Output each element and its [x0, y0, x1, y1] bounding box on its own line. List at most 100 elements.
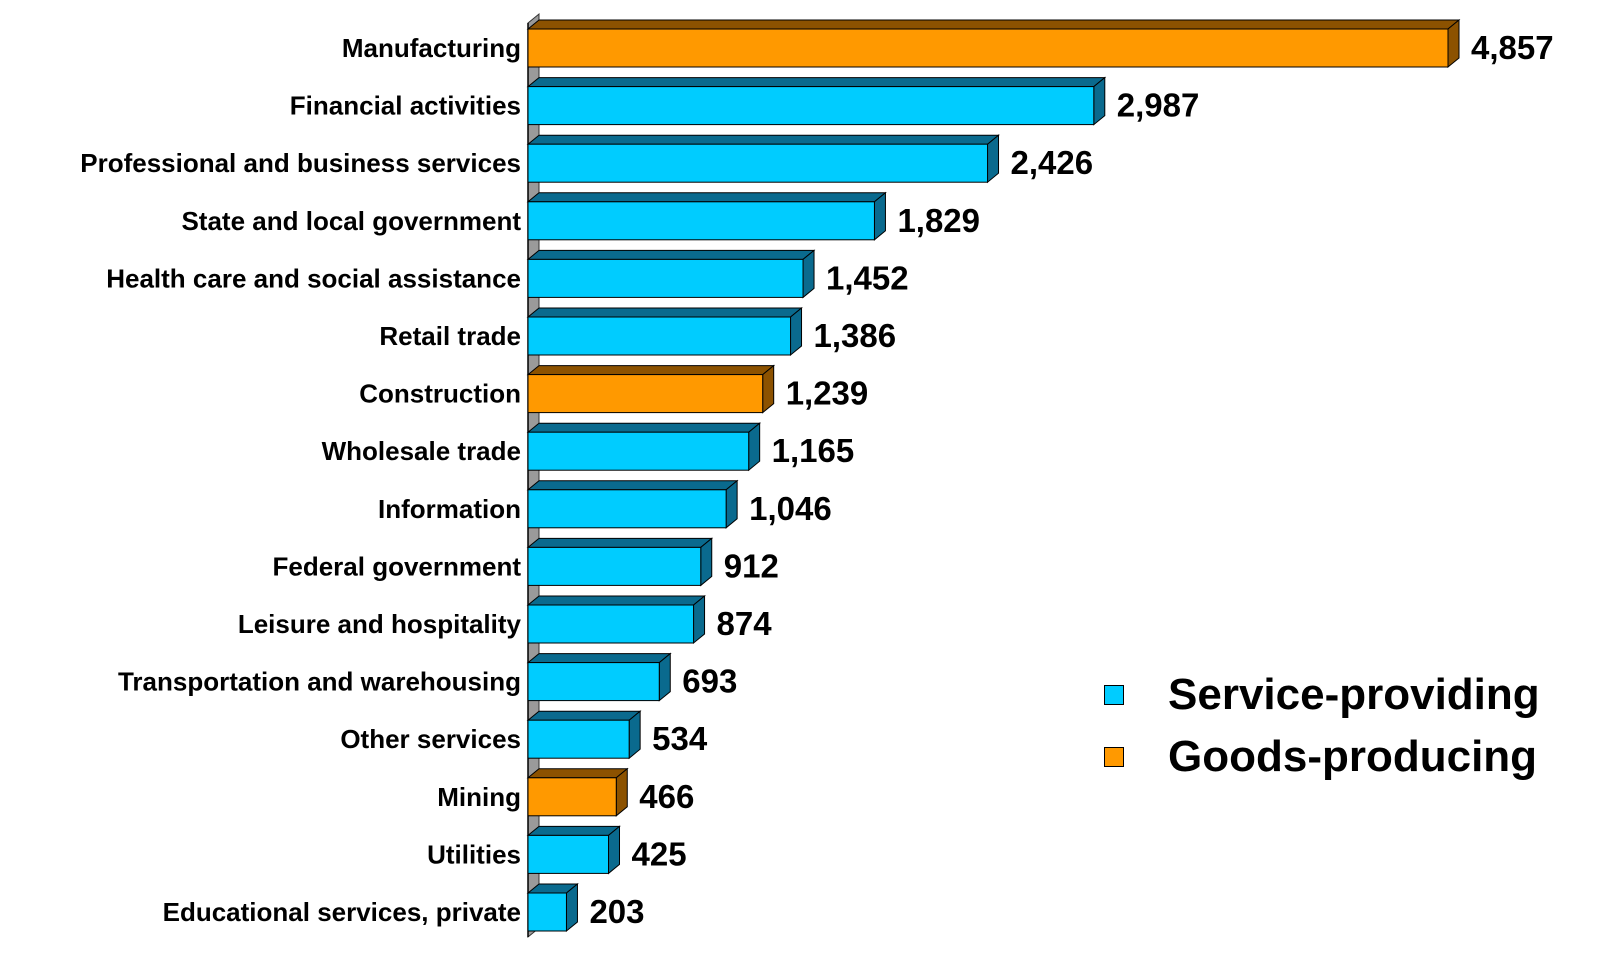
value-label: 1,829 [897, 202, 980, 239]
legend: Service-providing Goods-producing [1104, 664, 1540, 788]
value-label: 1,165 [772, 432, 855, 469]
value-label: 693 [682, 663, 737, 700]
bar-side-face [628, 710, 641, 760]
bar-side-face [987, 134, 1000, 184]
category-label: Construction [359, 379, 521, 409]
bar-front-face [527, 374, 764, 414]
category-label: Manufacturing [342, 33, 521, 63]
bar-top-face [526, 134, 1000, 145]
bar-top-face [526, 595, 706, 606]
bar-top-face [526, 422, 762, 433]
bar-side-face [725, 479, 738, 529]
bar-2 [526, 76, 1107, 126]
value-label: 1,046 [749, 490, 832, 527]
bar-top-face [526, 19, 1461, 30]
category-label: Utilities [427, 839, 521, 869]
bar-side-face [608, 825, 621, 875]
bar-side-face [802, 249, 815, 299]
bar-top-face [526, 480, 739, 491]
legend-item-goods: Goods-producing [1104, 726, 1540, 788]
bar-16 [526, 882, 579, 933]
value-label: 1,386 [814, 317, 897, 354]
legend-swatch-goods [1104, 747, 1124, 767]
bar-side-face [1447, 18, 1460, 69]
bar-15 [526, 825, 621, 875]
bar-side-face [1093, 76, 1106, 126]
bar-side-face [790, 306, 803, 357]
value-label: 1,239 [786, 375, 869, 412]
bar-side-face [748, 422, 761, 472]
value-label: 534 [652, 720, 708, 757]
category-label: Mining [437, 782, 521, 812]
value-label: 4,857 [1471, 29, 1554, 66]
bar-top-face [526, 192, 887, 203]
category-label: Health care and social assistance [106, 263, 521, 293]
bar-top-face [526, 77, 1107, 88]
bar-top-face [526, 710, 642, 721]
bar-front-face [527, 719, 630, 759]
bar-front-face [527, 86, 1095, 126]
category-label: Educational services, private [163, 897, 521, 927]
bar-side-face [565, 882, 578, 933]
bar-front-face [527, 546, 702, 586]
legend-item-service: Service-providing [1104, 664, 1540, 726]
legend-label-service: Service-providing [1168, 670, 1540, 719]
bar-side-face [873, 191, 886, 241]
legend-label-goods: Goods-producing [1168, 732, 1538, 781]
category-label: Federal government [272, 551, 521, 581]
bar-front-face [527, 777, 617, 817]
bar-5 [526, 249, 816, 299]
category-label: Professional and business services [80, 148, 521, 178]
bar-front-face [527, 892, 567, 932]
bar-top-face [526, 307, 803, 318]
value-label: 874 [717, 605, 773, 642]
bar-top-face [526, 768, 629, 779]
bar-side-face [700, 537, 713, 587]
category-label: Financial activities [290, 91, 521, 121]
bar-13 [526, 710, 642, 760]
bar-front-face [527, 143, 989, 183]
bar-side-face [693, 594, 706, 645]
category-label: Transportation and warehousing [118, 667, 521, 697]
bar-front-face [527, 316, 792, 356]
bar-11 [526, 594, 706, 645]
legend-swatch-service [1104, 685, 1124, 705]
category-label: Other services [340, 724, 521, 754]
bar-4 [526, 191, 887, 241]
bar-front-face [527, 662, 660, 702]
value-label: 1,452 [826, 259, 909, 296]
bar-front-face [527, 28, 1449, 68]
bar-front-face [527, 834, 610, 874]
bar-9 [526, 479, 739, 529]
bar-side-face [762, 364, 775, 414]
bar-top-face [526, 653, 672, 664]
bar-top-face [526, 825, 621, 836]
bar-front-face [527, 431, 750, 471]
bar-front-face [527, 604, 695, 644]
bar-7 [526, 364, 776, 414]
bar-top-face [526, 365, 776, 376]
bar-top-face [526, 249, 816, 260]
value-label: 2,426 [1011, 144, 1094, 181]
bar-8 [526, 422, 762, 472]
value-label: 2,987 [1117, 87, 1200, 124]
value-label: 203 [589, 893, 644, 930]
bar-side-face [615, 767, 628, 817]
bar-10 [526, 537, 714, 587]
category-label: Information [378, 494, 521, 524]
value-label: 912 [724, 547, 779, 584]
category-label: Leisure and hospitality [238, 609, 522, 639]
value-label: 425 [632, 835, 687, 872]
bar-3 [526, 134, 1000, 184]
category-label: Retail trade [379, 321, 521, 351]
category-label: Wholesale trade [322, 436, 521, 466]
bar-front-face [527, 258, 804, 298]
bar-1 [526, 18, 1461, 69]
bar-14 [526, 767, 629, 817]
value-label: 466 [639, 778, 694, 815]
category-label: State and local government [181, 206, 521, 236]
bar-6 [526, 306, 803, 357]
bar-12 [526, 652, 672, 702]
bar-front-face [527, 489, 727, 529]
